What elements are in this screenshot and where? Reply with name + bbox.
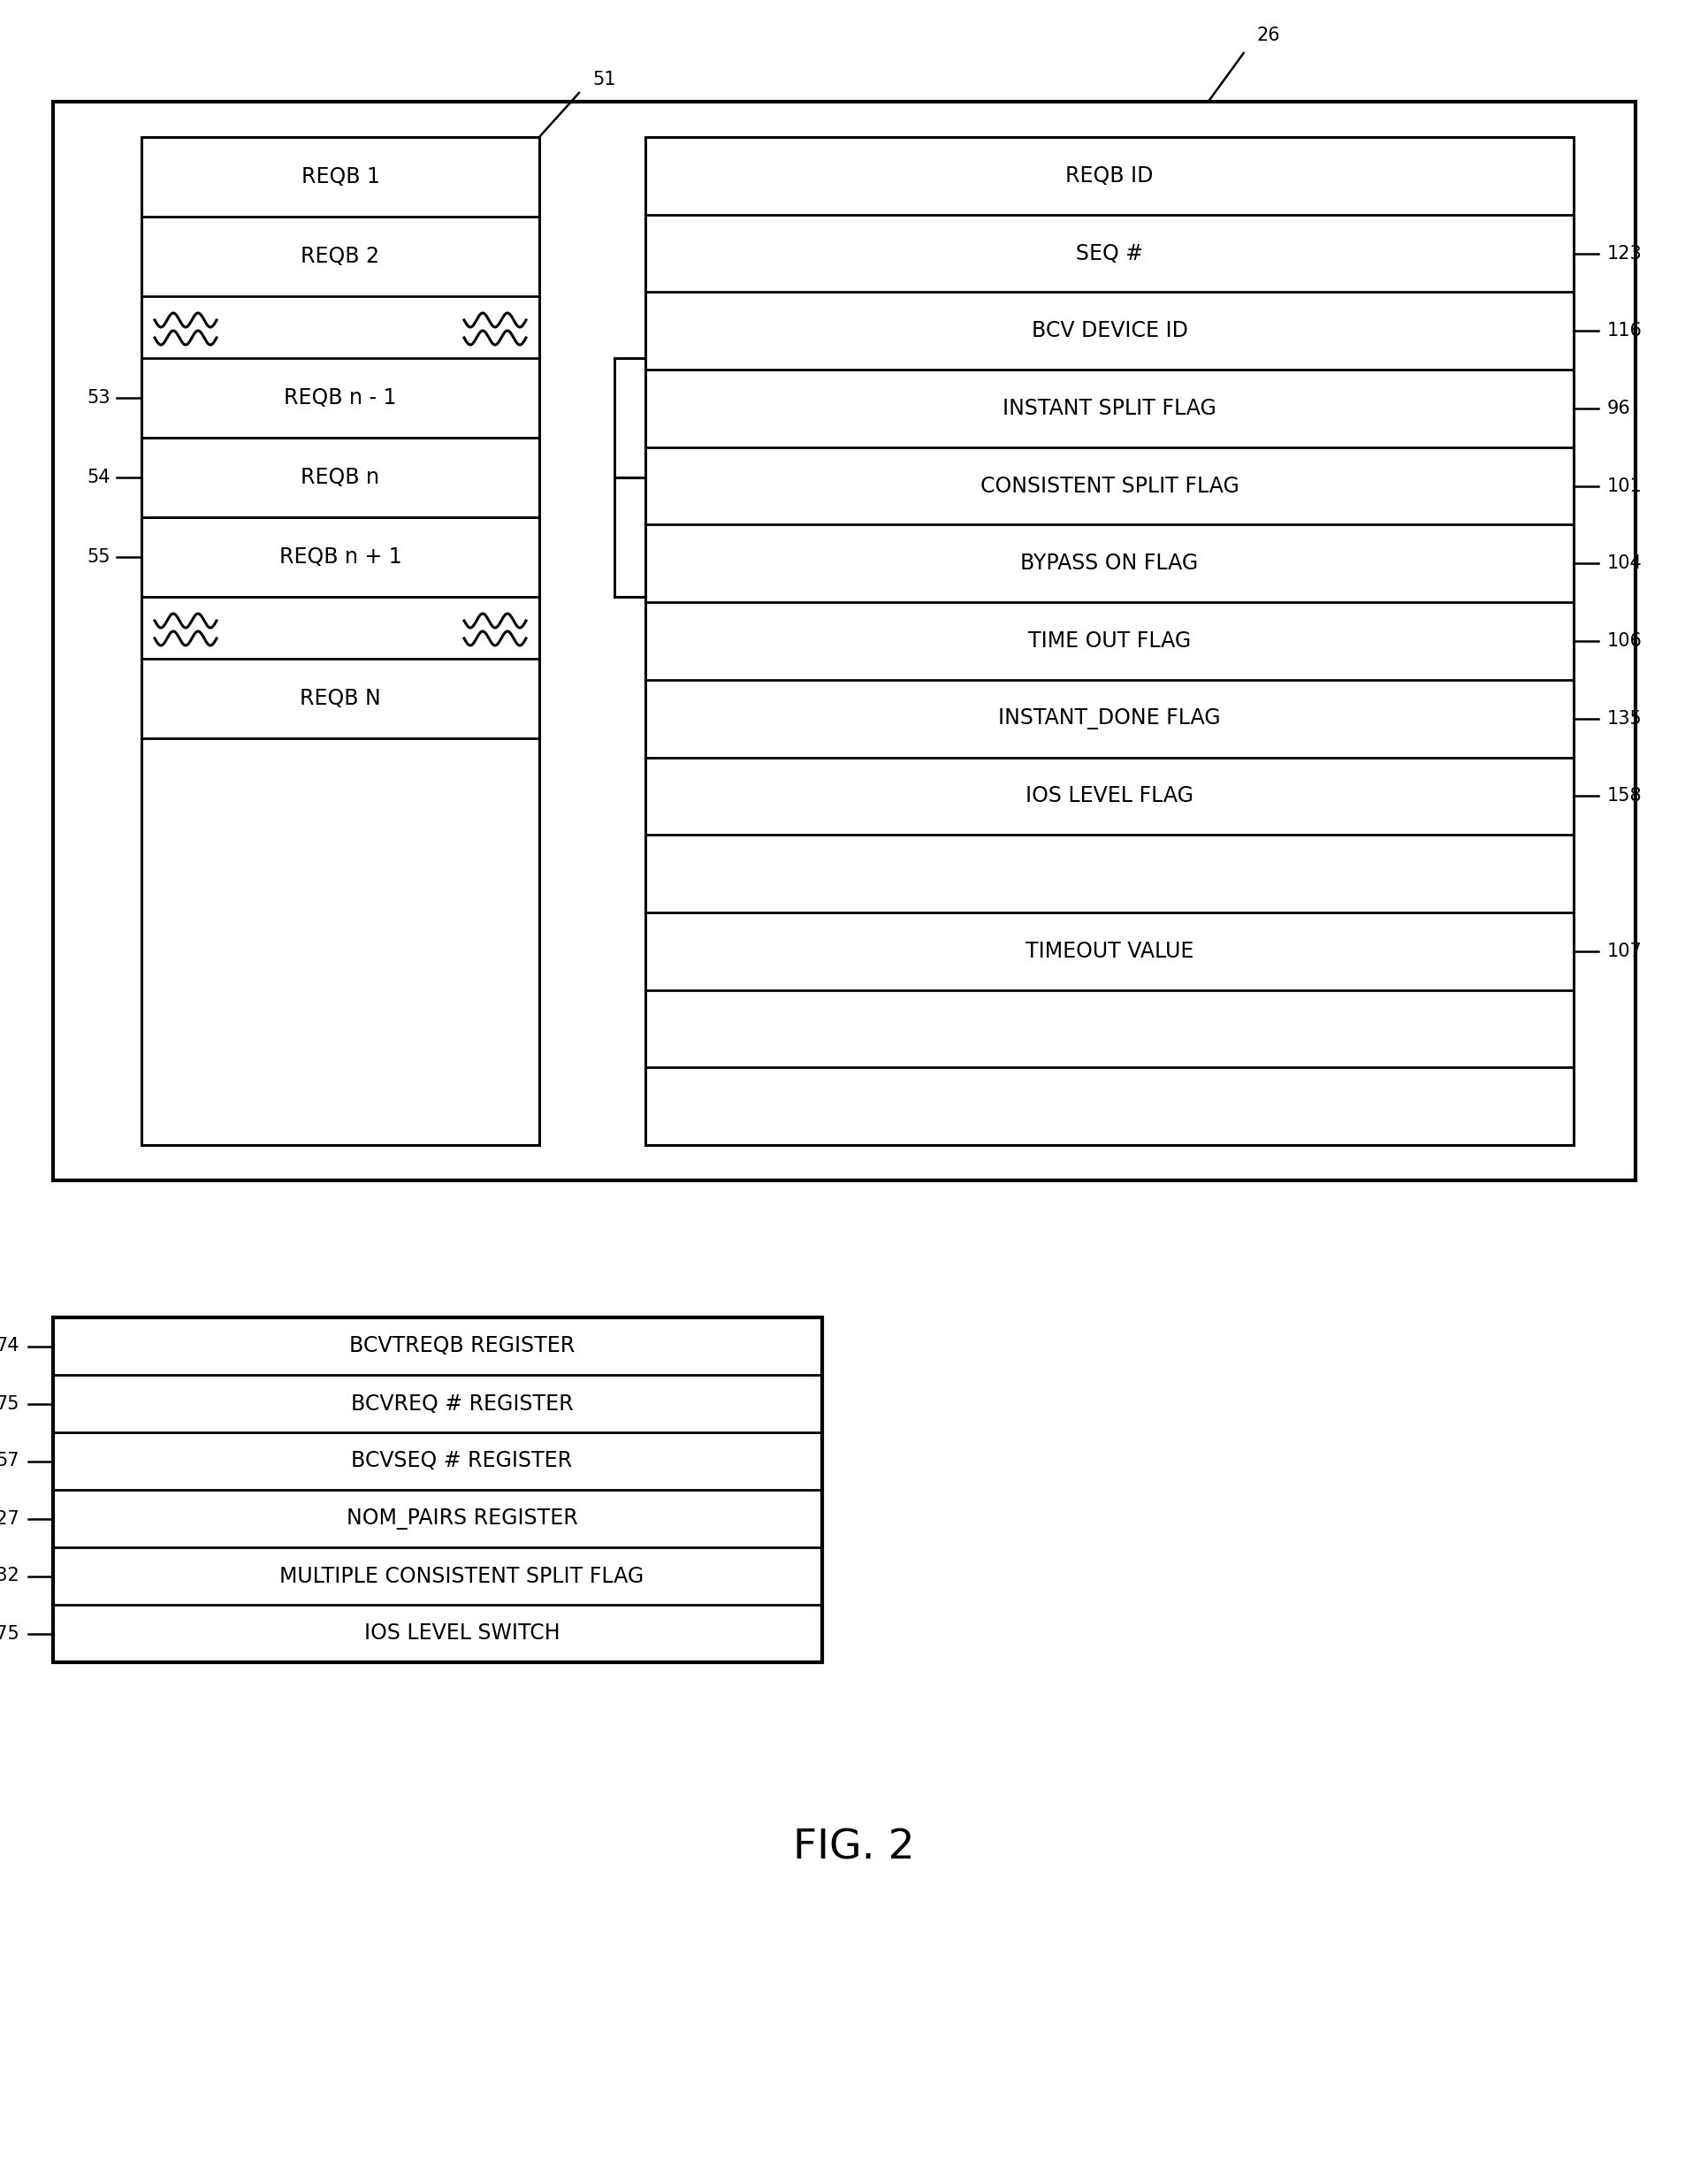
Text: 116: 116 [1607,323,1643,340]
Text: 106: 106 [1607,633,1643,650]
Text: TIMEOUT VALUE: TIMEOUT VALUE [1025,941,1194,963]
Text: REQB n + 1: REQB n + 1 [278,546,401,568]
Text: INSTANT_DONE FLAG: INSTANT_DONE FLAG [997,709,1221,728]
Text: TIME OUT FLAG: TIME OUT FLAG [1028,631,1190,653]
Text: BCVTREQB REGISTER: BCVTREQB REGISTER [348,1335,576,1357]
Text: BCV DEVICE ID: BCV DEVICE ID [1032,321,1187,343]
Text: 55: 55 [87,549,111,566]
Text: REQB n: REQB n [301,466,379,488]
Text: FIG. 2: FIG. 2 [793,1828,915,1869]
Text: 158: 158 [1607,787,1643,804]
Text: 101: 101 [1607,477,1643,494]
Text: INSTANT SPLIT FLAG: INSTANT SPLIT FLAG [1003,397,1216,418]
Text: SEQ #: SEQ # [1076,243,1143,264]
Text: REQB 2: REQB 2 [301,245,379,267]
Text: 54: 54 [87,468,111,486]
Text: REQB ID: REQB ID [1066,165,1153,186]
Bar [53,1318,822,1663]
Text: REQB N: REQB N [301,687,381,709]
Text: IOS LEVEL FLAG: IOS LEVEL FLAG [1025,785,1194,806]
Text: 132: 132 [0,1567,19,1585]
Text: BYPASS ON FLAG: BYPASS ON FLAG [1021,553,1199,575]
Text: 51: 51 [593,72,617,89]
Text: 75: 75 [0,1394,19,1414]
Text: 74: 74 [0,1338,19,1355]
Text: 96: 96 [1607,399,1631,416]
Text: REQB n - 1: REQB n - 1 [284,388,396,408]
Text: 57: 57 [0,1453,19,1470]
Text: 175: 175 [0,1624,19,1643]
Text: 123: 123 [1607,245,1643,262]
Text: 26: 26 [1257,26,1281,43]
Bar [142,137,540,1145]
Text: NOM_PAIRS REGISTER: NOM_PAIRS REGISTER [347,1509,577,1528]
Text: 53: 53 [87,388,111,408]
Text: 135: 135 [1607,709,1643,728]
Text: 107: 107 [1607,943,1643,960]
Text: CONSISTENT SPLIT FLAG: CONSISTENT SPLIT FLAG [980,475,1238,496]
Text: 104: 104 [1607,555,1643,572]
Text: 127: 127 [0,1509,19,1528]
Text: MULTIPLE CONSISTENT SPLIT FLAG: MULTIPLE CONSISTENT SPLIT FLAG [280,1565,644,1587]
Bar [53,102,1636,1179]
Text: BCVSEQ # REGISTER: BCVSEQ # REGISTER [352,1450,572,1472]
Text: BCVREQ # REGISTER: BCVREQ # REGISTER [350,1394,574,1414]
Text: IOS LEVEL SWITCH: IOS LEVEL SWITCH [364,1624,560,1643]
Text: REQB 1: REQB 1 [301,167,379,186]
Bar [646,137,1573,1145]
